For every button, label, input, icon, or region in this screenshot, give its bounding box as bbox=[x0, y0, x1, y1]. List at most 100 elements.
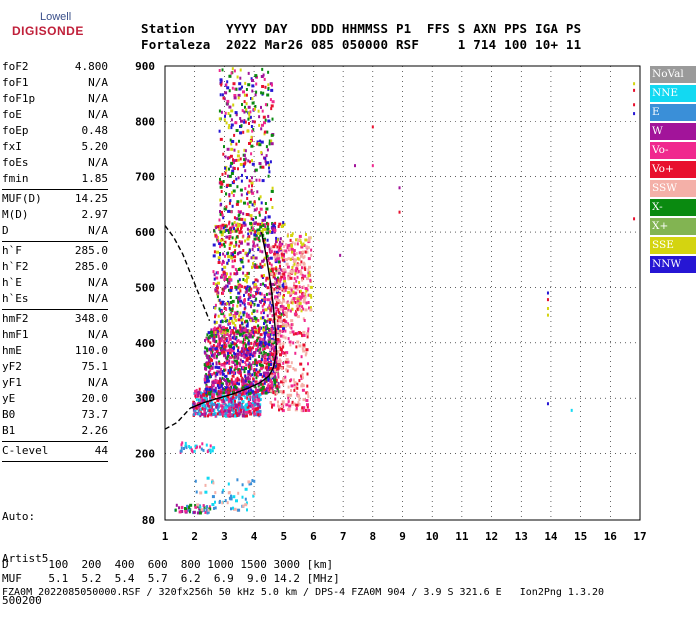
echo-point bbox=[287, 337, 290, 341]
echo-point bbox=[220, 367, 222, 371]
echo-point bbox=[302, 367, 305, 371]
echo-point bbox=[235, 158, 238, 162]
echo-point bbox=[205, 337, 209, 341]
echo-point bbox=[221, 210, 223, 214]
echo-point bbox=[220, 233, 224, 237]
echo-point bbox=[296, 315, 300, 319]
echo-point bbox=[235, 396, 238, 400]
parameter-divider bbox=[2, 189, 108, 190]
echo-point bbox=[233, 396, 236, 400]
echo-point bbox=[633, 112, 636, 116]
echo-point bbox=[198, 504, 201, 508]
echo-point bbox=[256, 303, 260, 307]
echo-point bbox=[261, 250, 264, 254]
echo-point bbox=[208, 413, 211, 417]
echo-point bbox=[293, 253, 296, 257]
echo-point bbox=[238, 409, 241, 413]
echo-point bbox=[271, 388, 274, 392]
echo-point bbox=[285, 243, 288, 247]
echo-point bbox=[213, 393, 216, 397]
echo-point bbox=[305, 289, 308, 293]
echo-point bbox=[218, 307, 221, 311]
echo-point bbox=[251, 335, 254, 339]
logo-line-2: DIGISONDE bbox=[12, 24, 84, 38]
echo-point bbox=[243, 120, 246, 124]
echo-point bbox=[284, 286, 288, 290]
parameter-value: N/A bbox=[88, 292, 108, 305]
echo-point bbox=[235, 223, 238, 227]
echo-point bbox=[281, 405, 283, 408]
echo-point bbox=[223, 314, 226, 318]
echo-point bbox=[274, 303, 278, 307]
echo-point bbox=[274, 317, 277, 321]
echo-point bbox=[305, 233, 307, 236]
echo-point bbox=[266, 252, 268, 255]
echo-point bbox=[217, 366, 221, 370]
echo-point bbox=[280, 273, 283, 276]
echo-point bbox=[247, 275, 250, 279]
echo-point bbox=[279, 324, 282, 328]
parameter-value: N/A bbox=[88, 76, 108, 89]
echo-point bbox=[231, 86, 234, 90]
echo-point bbox=[270, 230, 274, 234]
echo-point bbox=[253, 351, 257, 354]
echo-point bbox=[233, 371, 236, 375]
echo-point bbox=[289, 343, 292, 347]
echo-point bbox=[263, 256, 267, 260]
echo-point bbox=[256, 287, 260, 291]
echo-point bbox=[239, 131, 243, 135]
echo-point bbox=[307, 362, 309, 366]
echo-point bbox=[309, 306, 312, 310]
echo-point bbox=[302, 398, 306, 402]
echo-point bbox=[240, 397, 243, 401]
echo-point bbox=[246, 356, 250, 360]
echo-point bbox=[238, 284, 242, 288]
parameter-label: foF1p bbox=[2, 92, 36, 105]
echo-point bbox=[259, 225, 263, 229]
echo-point bbox=[238, 231, 241, 235]
echo-point bbox=[231, 191, 233, 195]
echo-point bbox=[237, 402, 240, 406]
echo-point bbox=[303, 244, 306, 247]
echo-point bbox=[266, 93, 270, 97]
echo-point bbox=[242, 354, 245, 358]
trace-curve bbox=[189, 352, 278, 409]
echo-point bbox=[242, 234, 245, 238]
echo-point bbox=[245, 312, 248, 316]
echo-point bbox=[270, 357, 273, 361]
echo-point bbox=[255, 408, 258, 411]
echo-point bbox=[219, 93, 222, 97]
echo-point bbox=[274, 383, 278, 387]
echo-point bbox=[231, 365, 233, 369]
echo-point bbox=[306, 392, 309, 396]
echo-point bbox=[229, 275, 232, 279]
echo-point bbox=[216, 407, 219, 411]
echo-point bbox=[241, 301, 244, 305]
echo-point bbox=[213, 250, 216, 254]
echo-point bbox=[270, 401, 272, 405]
echo-point bbox=[284, 360, 288, 364]
echo-point bbox=[253, 302, 256, 306]
echo-point bbox=[210, 351, 213, 355]
echo-point bbox=[278, 260, 280, 264]
echo-point bbox=[231, 348, 233, 352]
echo-point bbox=[248, 179, 251, 183]
echo-point bbox=[271, 331, 275, 335]
echo-point bbox=[254, 216, 257, 220]
echo-point bbox=[270, 107, 273, 111]
trace-curve bbox=[260, 231, 278, 353]
echo-point bbox=[247, 159, 250, 163]
echo-point bbox=[275, 254, 278, 258]
parameter-divider bbox=[2, 309, 108, 310]
echo-point bbox=[307, 246, 310, 250]
echo-point bbox=[238, 362, 241, 366]
echo-point bbox=[255, 265, 259, 269]
echo-point bbox=[276, 276, 279, 280]
echo-point bbox=[296, 340, 300, 344]
echo-point bbox=[245, 324, 249, 328]
echo-point bbox=[282, 390, 285, 394]
echo-point bbox=[217, 389, 220, 393]
echo-point bbox=[229, 497, 233, 501]
echo-point bbox=[264, 216, 267, 220]
echo-point bbox=[222, 152, 225, 156]
